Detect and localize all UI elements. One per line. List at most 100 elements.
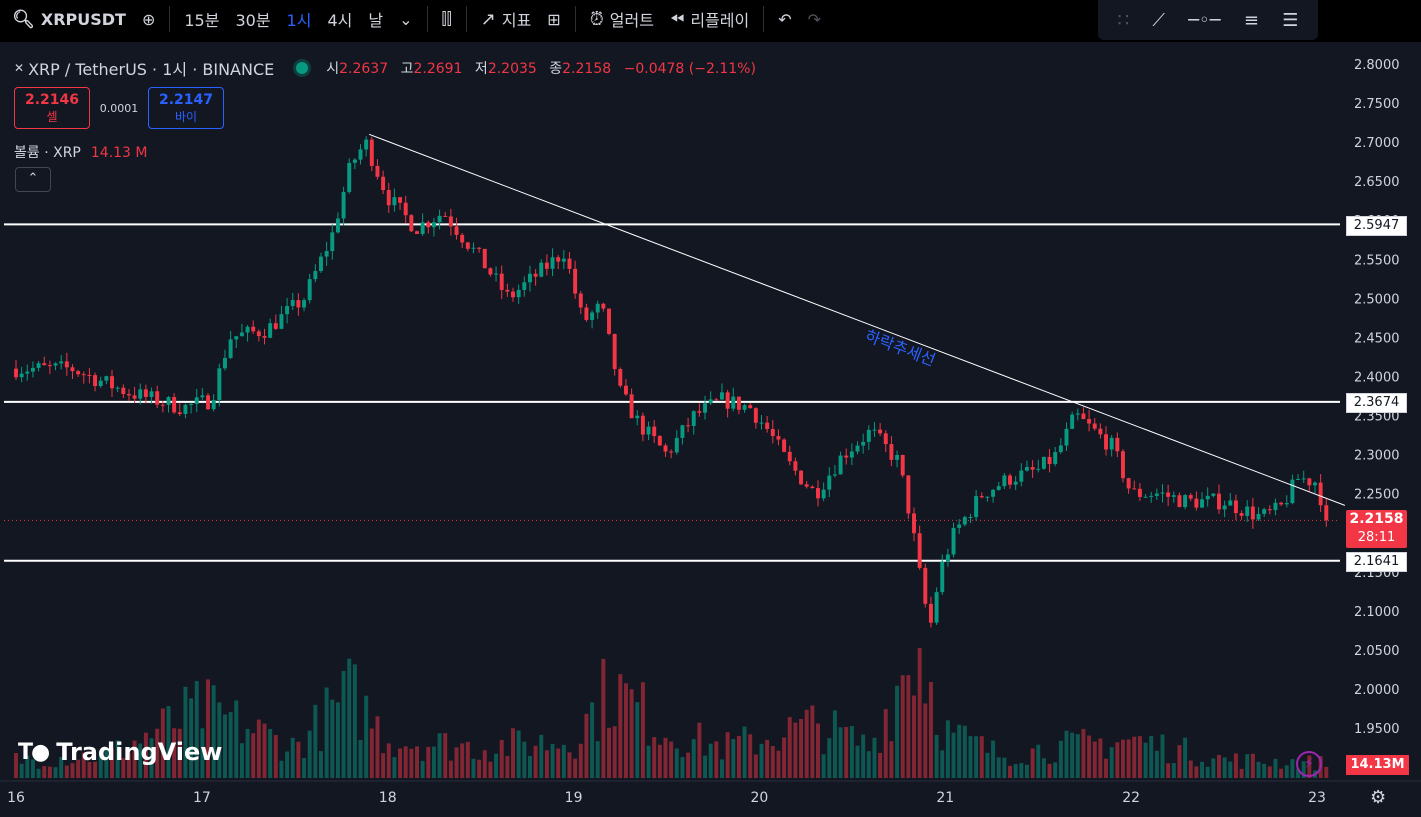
candle-body bbox=[228, 339, 233, 358]
replay-button[interactable]: ⏪︎ 리플레이 bbox=[662, 0, 757, 38]
volume-bar bbox=[979, 736, 984, 778]
interval-30m[interactable]: 30분 bbox=[235, 11, 271, 30]
candle-body bbox=[1166, 492, 1171, 497]
volume-bar bbox=[313, 704, 318, 778]
candle-body bbox=[1183, 495, 1188, 508]
volume-bar bbox=[177, 728, 182, 778]
gear-icon[interactable]: ⚙︎ bbox=[1370, 787, 1387, 808]
x-tick-label: 19 bbox=[565, 790, 583, 806]
candle-body bbox=[1177, 495, 1182, 508]
volume-bar bbox=[1228, 761, 1233, 778]
candle-body bbox=[183, 404, 188, 414]
candle-body bbox=[234, 336, 239, 340]
candle-body bbox=[1053, 452, 1058, 464]
volume-bar bbox=[595, 741, 600, 778]
candle-body bbox=[1109, 437, 1114, 450]
symbol-search[interactable]: 🔍︎ XRPUSDT bbox=[0, 0, 134, 38]
ohlc-values: 시2.2637 고2.2691 저2.2035 종2.2158 −0.0478 … bbox=[326, 58, 764, 78]
y-tick-label: 2.7000 bbox=[1354, 136, 1400, 151]
candle-body bbox=[386, 190, 391, 206]
candle-body bbox=[1211, 493, 1216, 496]
divider bbox=[763, 6, 765, 32]
volume-bar bbox=[951, 732, 956, 778]
candle-body bbox=[578, 293, 583, 308]
undo-button[interactable]: ↶ bbox=[770, 0, 799, 38]
candle-body bbox=[431, 222, 436, 228]
sell-button[interactable]: 2.2146 셀 bbox=[14, 87, 90, 129]
chart-pane[interactable]: 하락추세선2.80002.75002.70002.65002.60002.550… bbox=[0, 42, 1421, 817]
horizontal-ray-icon[interactable]: ─◦─ bbox=[1188, 9, 1221, 31]
volume-bar bbox=[262, 723, 267, 778]
interval-4h[interactable]: 4시 bbox=[327, 11, 353, 30]
interval-dropdown[interactable]: ⌄ bbox=[391, 0, 420, 38]
chart-canvas[interactable]: 하락추세선2.80002.75002.70002.65002.60002.550… bbox=[0, 42, 1421, 817]
candle-body bbox=[544, 262, 549, 269]
volume-bar bbox=[1070, 732, 1075, 778]
lightning-icon[interactable]: ⚡︎ bbox=[1296, 751, 1322, 777]
candle-body bbox=[30, 367, 35, 372]
grid-icon: ⊞ bbox=[547, 9, 561, 29]
candle-body bbox=[962, 517, 967, 525]
candle-body bbox=[629, 394, 634, 419]
layouts-button[interactable]: ⊞ bbox=[539, 0, 568, 38]
fib-tool-icon[interactable]: ☰ bbox=[1282, 9, 1299, 31]
candle-body bbox=[279, 314, 284, 329]
volume-bar bbox=[1047, 763, 1052, 778]
candle-body bbox=[335, 218, 340, 233]
candle-body bbox=[1104, 434, 1109, 450]
volume-bar bbox=[590, 702, 595, 778]
volume-bar bbox=[612, 726, 617, 778]
level-label-upper: 2.5947 bbox=[1346, 216, 1407, 236]
candle-body bbox=[612, 333, 617, 370]
candle-body bbox=[330, 232, 335, 252]
alerts-button[interactable]: ⏰︎ 얼러트 bbox=[582, 0, 662, 38]
volume-bar bbox=[640, 682, 645, 778]
candle-body bbox=[1239, 513, 1244, 516]
volume-bar bbox=[1053, 762, 1058, 778]
low-label: 저 bbox=[474, 61, 488, 77]
x-close-icon[interactable]: ✕ bbox=[14, 61, 25, 75]
candle-body bbox=[324, 251, 329, 257]
candle-body bbox=[369, 139, 374, 166]
compare-button[interactable]: ⊕ bbox=[134, 0, 163, 38]
collapse-legend-button[interactable]: ⌃ bbox=[15, 167, 51, 192]
candle-body bbox=[957, 524, 962, 528]
drag-handle-icon[interactable]: ∷ bbox=[1117, 9, 1130, 31]
indicators-button[interactable]: ↗ 지표 bbox=[473, 0, 540, 38]
interval-1h[interactable]: 1시 bbox=[286, 11, 312, 30]
candle-body bbox=[1313, 482, 1317, 486]
y-tick-label: 2.5000 bbox=[1354, 292, 1400, 307]
candle-body bbox=[725, 392, 730, 409]
redo-button[interactable]: ↷ bbox=[800, 0, 829, 38]
candle-body bbox=[1087, 418, 1092, 424]
volume-bar bbox=[454, 747, 459, 778]
chevron-up-icon: ⌃ bbox=[27, 171, 39, 186]
downtrend-line bbox=[368, 133, 1346, 506]
candle-body bbox=[787, 451, 792, 462]
search-icon: 🔍︎ bbox=[12, 8, 35, 30]
volume-bar bbox=[222, 714, 227, 778]
chart-type-button[interactable]: ⫿⫿ bbox=[434, 0, 460, 38]
volume-bar bbox=[703, 755, 708, 778]
trendline-tool-icon[interactable]: ⟋ bbox=[1152, 9, 1165, 31]
candle-body bbox=[143, 389, 148, 397]
volume-bar bbox=[494, 753, 499, 778]
volume-bar bbox=[855, 745, 860, 778]
chevron-down-icon: ⌄ bbox=[399, 9, 413, 29]
candle-body bbox=[110, 376, 114, 389]
redo-icon: ↷ bbox=[807, 9, 822, 29]
interval-1d[interactable]: 날 bbox=[368, 11, 384, 30]
candle-body bbox=[1070, 414, 1075, 429]
candle-body bbox=[1296, 478, 1301, 480]
buy-button[interactable]: 2.2147 바이 bbox=[148, 87, 224, 129]
volume-bar bbox=[1256, 761, 1261, 778]
interval-15m[interactable]: 15분 bbox=[184, 11, 220, 30]
candle-body bbox=[703, 403, 708, 413]
volume-bar bbox=[415, 746, 419, 778]
alarm-clock-icon: ⏰︎ bbox=[589, 8, 604, 30]
open-value: 2.2637 bbox=[339, 61, 389, 77]
volume-bar bbox=[861, 734, 866, 778]
volume-bar bbox=[143, 732, 148, 778]
candle-body bbox=[652, 426, 657, 437]
parallel-channel-icon[interactable]: ≡ bbox=[1243, 9, 1259, 31]
